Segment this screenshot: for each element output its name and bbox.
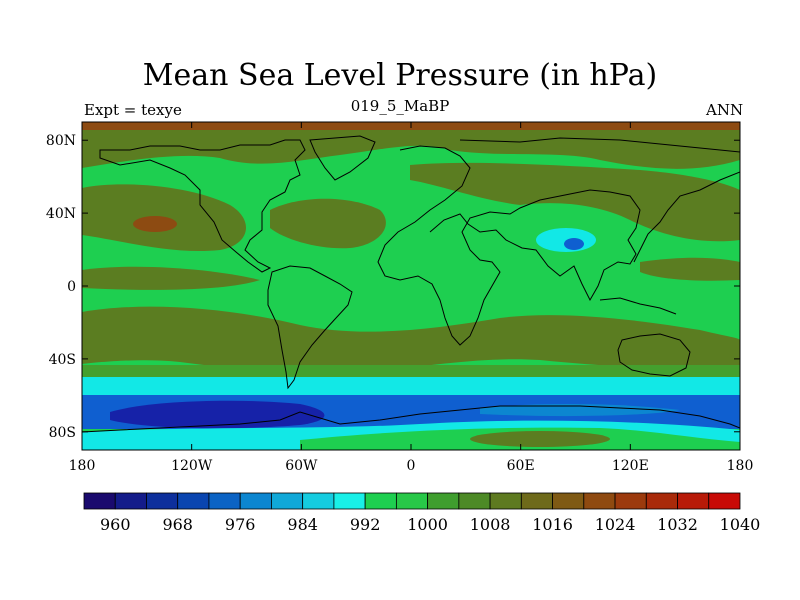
coast-arctic-eurasia bbox=[459, 137, 740, 153]
colorbar-swatch bbox=[677, 492, 710, 510]
lat-label: 80S bbox=[49, 425, 76, 441]
longitude-axis: 180 120W 60W 0 60E 120E 180 bbox=[69, 122, 754, 474]
lat-label: 40S bbox=[49, 352, 76, 368]
lon-label: 120E bbox=[612, 458, 649, 474]
colorbar-swatch bbox=[520, 492, 553, 510]
colorbar-swatch bbox=[364, 492, 397, 510]
lon-label: 120W bbox=[171, 458, 213, 474]
lon-label: 180 bbox=[727, 458, 754, 474]
colorbar-swatch bbox=[208, 492, 241, 510]
colorbar-label: 1032 bbox=[657, 515, 698, 534]
field-secondary-low bbox=[480, 404, 680, 417]
colorbar-swatch bbox=[489, 492, 522, 510]
coast-north-america bbox=[99, 139, 306, 273]
colorbar-label: 968 bbox=[162, 515, 193, 534]
colorbar-label: 1008 bbox=[470, 515, 511, 534]
colorbar-label: 1016 bbox=[532, 515, 573, 534]
colorbar-swatch bbox=[114, 492, 147, 510]
season-label: ANN bbox=[706, 101, 744, 119]
latitude-axis: 80N 40N 0 40S 80S bbox=[46, 133, 740, 441]
field-equator-west-pacific bbox=[640, 257, 740, 281]
coast-antarctica bbox=[82, 405, 740, 433]
field-asia-band bbox=[410, 162, 740, 242]
lon-label: 60E bbox=[507, 458, 535, 474]
colorbar-label: 976 bbox=[225, 515, 256, 534]
lat-label: 40N bbox=[46, 206, 76, 222]
colorbar-label: 960 bbox=[100, 515, 131, 534]
coast-eurasia-africa bbox=[377, 145, 641, 346]
period-label: 019_5_MaBP bbox=[350, 97, 450, 115]
colorbar-swatch bbox=[708, 492, 741, 510]
lon-label: 0 bbox=[407, 458, 416, 474]
colorbar-label: 992 bbox=[350, 515, 381, 534]
colorbar-swatch bbox=[458, 492, 491, 510]
lat-label: 0 bbox=[67, 279, 76, 295]
colorbar-label: 984 bbox=[287, 515, 318, 534]
field-south-high bbox=[82, 306, 740, 374]
field-north-band bbox=[82, 130, 740, 169]
field-circumpolar-cyan bbox=[82, 377, 740, 395]
colorbar-swatch bbox=[302, 492, 335, 510]
colorbar-swatch bbox=[333, 492, 366, 510]
pressure-field bbox=[82, 122, 740, 450]
field-tibet-low bbox=[536, 228, 596, 252]
field-equator-pacific bbox=[82, 266, 260, 290]
coastlines bbox=[82, 135, 740, 433]
lon-label: 60W bbox=[285, 458, 318, 474]
coast-south-america bbox=[267, 265, 353, 390]
coast-australia bbox=[617, 333, 691, 377]
colorbar-swatch bbox=[614, 492, 647, 510]
colorbar-label: 1040 bbox=[720, 515, 761, 534]
field-atlantic-high bbox=[270, 198, 386, 249]
colorbar-label: 1024 bbox=[595, 515, 636, 534]
field-south-transition bbox=[82, 365, 740, 377]
map-title: Mean Sea Level Pressure (in hPa) bbox=[142, 58, 658, 93]
coast-greenland bbox=[309, 135, 376, 181]
coast-east-asia bbox=[633, 171, 740, 263]
colorbar-swatch bbox=[83, 492, 116, 510]
field-pacific-core bbox=[133, 216, 177, 232]
colorbar-label: 1000 bbox=[407, 515, 448, 534]
colorbar-swatch bbox=[395, 492, 429, 510]
colorbar-swatch bbox=[645, 492, 678, 510]
lat-label: 80N bbox=[46, 133, 76, 149]
field-tibet-core bbox=[564, 238, 584, 250]
colorbar-swatch bbox=[427, 492, 460, 510]
colorbar-swatch bbox=[239, 492, 272, 510]
field-antarctic-high bbox=[470, 431, 610, 447]
lon-label: 180 bbox=[69, 458, 96, 474]
colorbar-swatch bbox=[146, 492, 179, 510]
colorbar-swatch bbox=[177, 492, 210, 510]
colorbar-swatch bbox=[271, 492, 304, 510]
coast-indonesia bbox=[599, 297, 677, 315]
colorbar-swatch bbox=[583, 492, 616, 510]
experiment-label: Expt = texye bbox=[84, 101, 182, 119]
colorbar-swatch bbox=[552, 492, 585, 510]
colorbar: 960 968 976 984 992 1000 1008 1016 1024 1032 1040 bbox=[83, 492, 761, 534]
